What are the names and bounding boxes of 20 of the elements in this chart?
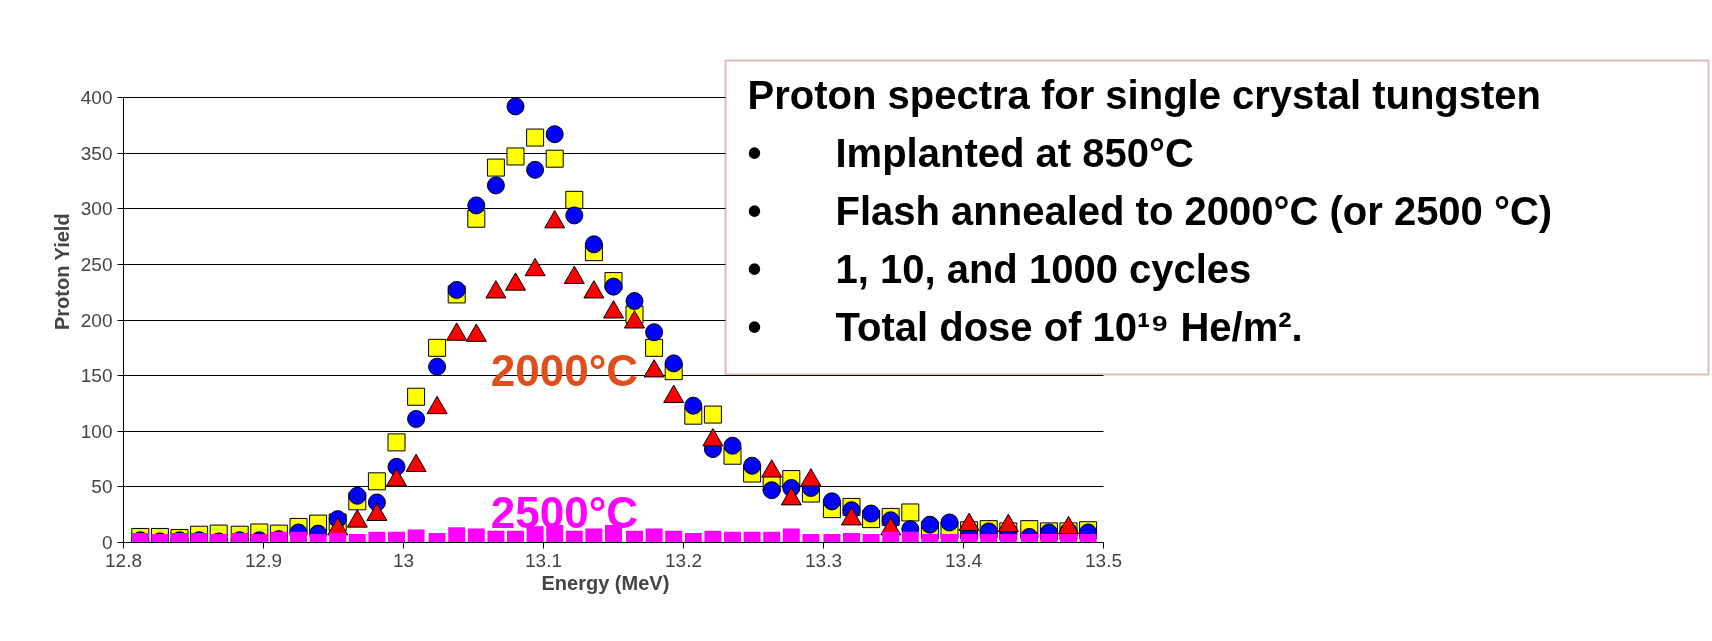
x-tick-label: 12.9	[245, 549, 282, 571]
x-tick-label: 13	[392, 549, 415, 571]
chart-title: Proton spectra for single crystal tungsten	[747, 72, 1541, 117]
y-tick-label: 150	[80, 365, 113, 387]
x-tick-label: 13.5	[1085, 549, 1122, 571]
x-axis-title: Energy (MeV)	[541, 571, 670, 594]
y-tick-label: 350	[80, 142, 113, 164]
x-tick-label: 13.1	[525, 549, 562, 571]
y-tick-label: 300	[80, 198, 113, 220]
x-tick-label: 13.4	[945, 549, 983, 571]
y-tick-label: 200	[80, 309, 113, 331]
text: • Implanted at 850°C • Flash annealed to 2000°C (or 2500 °C) • 1, 10, and 1000 cycles • Total dose of 10¹⁹ He/m².	[747, 130, 1553, 349]
y-axis-title: Proton Yield	[50, 213, 73, 331]
y-tick-label: 100	[80, 420, 113, 442]
x-tick-label: 13.2	[665, 549, 702, 571]
annotation: 2500°C	[490, 487, 639, 537]
y-tick-label: 50	[91, 476, 113, 498]
x-tick-label: 13.3	[805, 549, 842, 571]
y-tick-label: 400	[80, 87, 113, 108]
y-tick-label: 250	[80, 253, 113, 275]
